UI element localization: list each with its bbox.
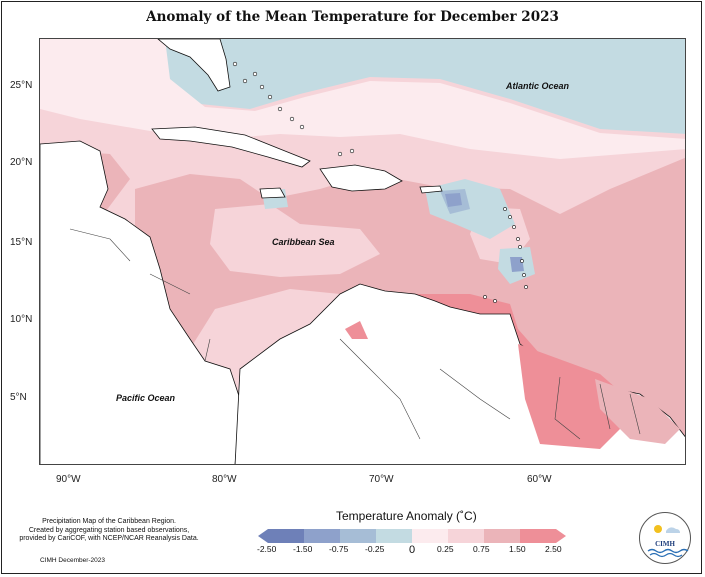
field-light-center <box>210 204 380 277</box>
island <box>299 124 305 130</box>
sun-icon <box>654 525 662 533</box>
legend-tick-label: -0.75 <box>329 544 349 554</box>
legend-title: Temperature Anomaly (˚C) <box>336 509 477 523</box>
border-lines <box>69 228 641 440</box>
land-puerto-rico <box>419 185 443 194</box>
label-caribbean-sea: Caribbean Sea <box>272 237 335 247</box>
legend-tick-label: 2.50 <box>545 544 562 554</box>
bahamas-islands <box>232 61 355 157</box>
land-jamaica <box>259 187 286 199</box>
credit-footer: CIMH December-2023 <box>40 557 106 564</box>
anomaly-map <box>39 38 686 465</box>
cloud-icon <box>666 527 680 533</box>
island <box>232 61 238 67</box>
island <box>267 94 273 100</box>
land-guianas-warm <box>518 344 640 449</box>
land-guianas-east <box>595 379 680 444</box>
legend-tick-label: 1.50 <box>509 544 526 554</box>
land-cuba <box>151 126 311 168</box>
credit-line-3: provided by CariCOF, with NCEP/NCAR Rean… <box>19 535 199 542</box>
credit-line-2: Created by aggregating station based obs… <box>28 526 190 534</box>
credit-line-1: Precipitation Map of the Caribbean Regio… <box>42 518 176 525</box>
island <box>493 299 497 303</box>
land-venezuela-lake <box>345 321 368 339</box>
land-hispaniola <box>319 164 403 192</box>
legend-bin <box>376 529 412 543</box>
island <box>512 225 516 229</box>
lon-label-60w: 60°W <box>527 474 552 485</box>
island <box>277 106 283 112</box>
legend-bin <box>412 529 448 543</box>
legend-max-arrow <box>556 529 566 543</box>
lesser-antilles-islands <box>483 207 528 303</box>
logo-text: CIMH <box>655 540 675 548</box>
island <box>520 259 524 263</box>
lat-label-20n: 20°N <box>10 157 33 168</box>
map-title: Anomaly of the Mean Temperature for Dece… <box>146 9 559 25</box>
lon-label-90w: 90°W <box>56 474 81 485</box>
island <box>524 285 528 289</box>
credit-text: Precipitation Map of the Caribbean Regio… <box>14 518 204 544</box>
island <box>289 116 295 122</box>
lon-label-80w: 80°W <box>212 474 237 485</box>
island <box>252 71 258 77</box>
legend-bin <box>448 529 484 543</box>
island <box>522 273 526 277</box>
island <box>337 151 343 157</box>
field-cold-pr <box>445 193 462 207</box>
island <box>508 215 512 219</box>
legend-bin <box>340 529 376 543</box>
island <box>349 148 355 154</box>
lat-label-25n: 25°N <box>10 80 33 91</box>
legend-tick-label: -2.50 <box>257 544 277 554</box>
cimh-logo: CIMH <box>639 512 691 564</box>
lat-label-10n: 10°N <box>10 314 33 325</box>
waves-icon <box>647 548 689 554</box>
map-canvas <box>40 39 685 464</box>
lon-label-70w: 70°W <box>369 474 394 485</box>
island <box>259 84 265 90</box>
lat-label-5n: 5°N <box>10 392 27 403</box>
legend-colorbar <box>258 529 566 543</box>
legend-min-arrow <box>258 529 268 543</box>
label-atlantic-ocean: Atlantic Ocean <box>506 81 570 91</box>
legend-bin <box>268 529 304 543</box>
field-atlantic-cool <box>160 39 685 134</box>
island <box>518 245 522 249</box>
island <box>483 295 487 299</box>
legend-tick-label: -1.50 <box>293 544 313 554</box>
legend-bin <box>484 529 520 543</box>
island <box>516 237 520 241</box>
island <box>503 207 507 211</box>
island <box>242 78 248 84</box>
lat-label-15n: 15°N <box>10 237 33 248</box>
legend-tick-label: 0 <box>409 544 416 556</box>
legend-tick-label: 0.75 <box>473 544 490 554</box>
land-florida <box>157 39 231 92</box>
legend-bin <box>520 529 556 543</box>
legend-tick-label: 0.25 <box>437 544 454 554</box>
label-pacific-ocean: Pacific Ocean <box>116 393 176 403</box>
legend-bin <box>304 529 340 543</box>
legend-tick-label: -0.25 <box>365 544 385 554</box>
